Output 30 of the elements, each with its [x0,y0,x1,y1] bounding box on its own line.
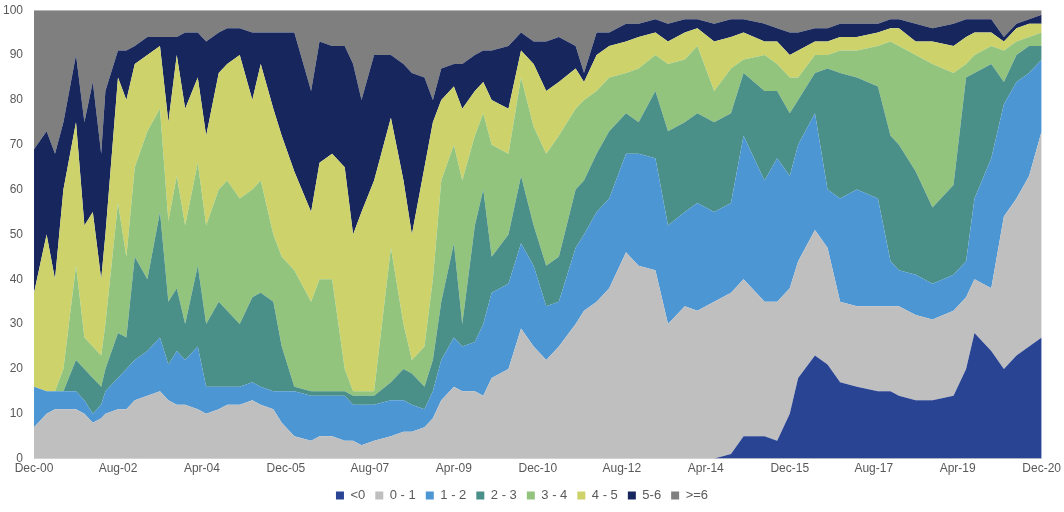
y-tick-label: 30 [9,316,24,331]
legend-label: <0 [350,487,366,503]
x-tick-label: Apr-14 [687,461,725,476]
legend-label: 3 - 4 [541,487,568,503]
y-tick-label: 20 [9,361,24,376]
legend-label: 4 - 5 [591,487,618,503]
y-tick-label: 70 [9,137,24,152]
x-tick-label: Apr-04 [183,461,221,476]
x-tick-label: Dec-20 [1022,461,1062,476]
legend-label: 5-6 [642,487,662,503]
y-tick-label: 100 [2,2,24,17]
y-tick-label: 80 [9,92,24,107]
x-tick-label: Dec-05 [266,461,306,476]
y-tick-label: 90 [9,47,24,62]
x-tick-label: Apr-19 [939,461,977,476]
legend-label: >=6 [685,487,709,503]
y-tick-label: 50 [9,226,24,241]
legend-label: 2 - 3 [490,487,517,503]
legend-label: 0 - 1 [389,487,416,503]
x-tick-label: Dec-10 [518,461,558,476]
x-tick-label: Aug-02 [98,461,138,476]
x-tick-label: Aug-07 [350,461,390,476]
legend-label: 1 - 2 [440,487,467,503]
x-tick-label: Dec-15 [770,461,810,476]
y-tick-label: 10 [9,406,24,421]
x-tick-label: Apr-09 [435,461,473,476]
x-tick-label: Aug-17 [854,461,894,476]
y-tick-label: 40 [9,271,24,286]
y-tick-label: 60 [9,181,24,196]
x-tick-label: Aug-12 [602,461,642,476]
